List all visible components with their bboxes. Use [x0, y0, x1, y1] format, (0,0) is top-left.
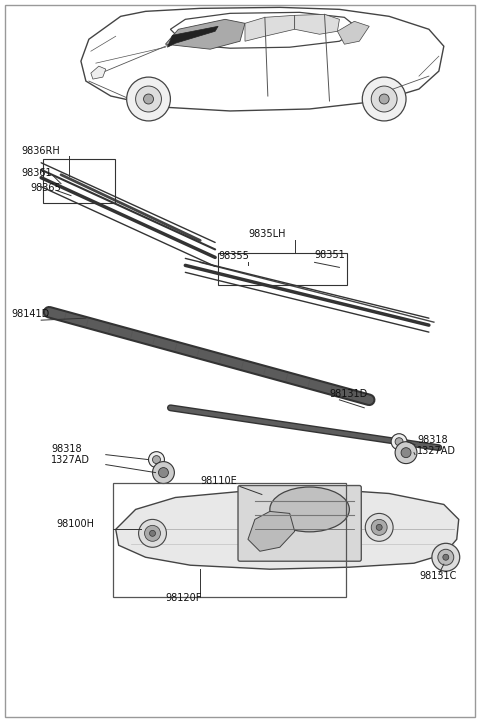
Bar: [113, 482, 347, 597]
Polygon shape: [295, 14, 339, 34]
Circle shape: [432, 543, 460, 571]
Text: 98351: 98351: [314, 251, 345, 261]
Circle shape: [158, 468, 168, 477]
Polygon shape: [91, 66, 106, 79]
Circle shape: [376, 524, 382, 531]
Text: 98110E: 98110E: [200, 476, 237, 485]
Text: 98141D: 98141D: [12, 309, 49, 319]
Ellipse shape: [270, 487, 349, 532]
Circle shape: [371, 86, 397, 112]
Circle shape: [391, 434, 407, 450]
Text: 98120F: 98120F: [166, 593, 202, 603]
Polygon shape: [245, 15, 295, 41]
Circle shape: [150, 531, 156, 536]
Circle shape: [127, 77, 170, 121]
Text: 98318: 98318: [51, 443, 82, 453]
Text: 98355: 98355: [218, 251, 249, 261]
Circle shape: [395, 442, 417, 464]
Text: 1327AD: 1327AD: [51, 455, 90, 465]
Polygon shape: [168, 26, 218, 47]
Text: 1327AD: 1327AD: [417, 445, 456, 456]
Circle shape: [153, 456, 160, 464]
Polygon shape: [337, 22, 369, 44]
Circle shape: [379, 94, 389, 104]
Polygon shape: [248, 511, 295, 552]
Bar: [43, 159, 115, 203]
Text: 98100H: 98100H: [56, 519, 94, 529]
Circle shape: [443, 554, 449, 560]
Circle shape: [148, 452, 165, 468]
Text: 98365: 98365: [30, 183, 61, 193]
Circle shape: [395, 438, 403, 445]
Text: 98361: 98361: [21, 168, 52, 178]
Circle shape: [136, 86, 161, 112]
Text: 98131C: 98131C: [419, 571, 456, 581]
Text: 9835LH: 9835LH: [248, 230, 286, 240]
FancyBboxPatch shape: [238, 485, 361, 561]
Circle shape: [438, 549, 454, 565]
Bar: [218, 253, 348, 285]
Polygon shape: [116, 490, 459, 569]
Polygon shape: [166, 19, 245, 49]
Text: 98131D: 98131D: [329, 389, 368, 399]
Circle shape: [371, 519, 387, 535]
Circle shape: [261, 527, 275, 542]
Circle shape: [144, 94, 154, 104]
Text: 98318: 98318: [417, 435, 447, 445]
Circle shape: [362, 77, 406, 121]
Circle shape: [153, 461, 174, 484]
Circle shape: [401, 448, 411, 458]
Circle shape: [365, 513, 393, 542]
Text: 9836RH: 9836RH: [21, 146, 60, 156]
Circle shape: [144, 526, 160, 542]
Circle shape: [139, 519, 167, 547]
